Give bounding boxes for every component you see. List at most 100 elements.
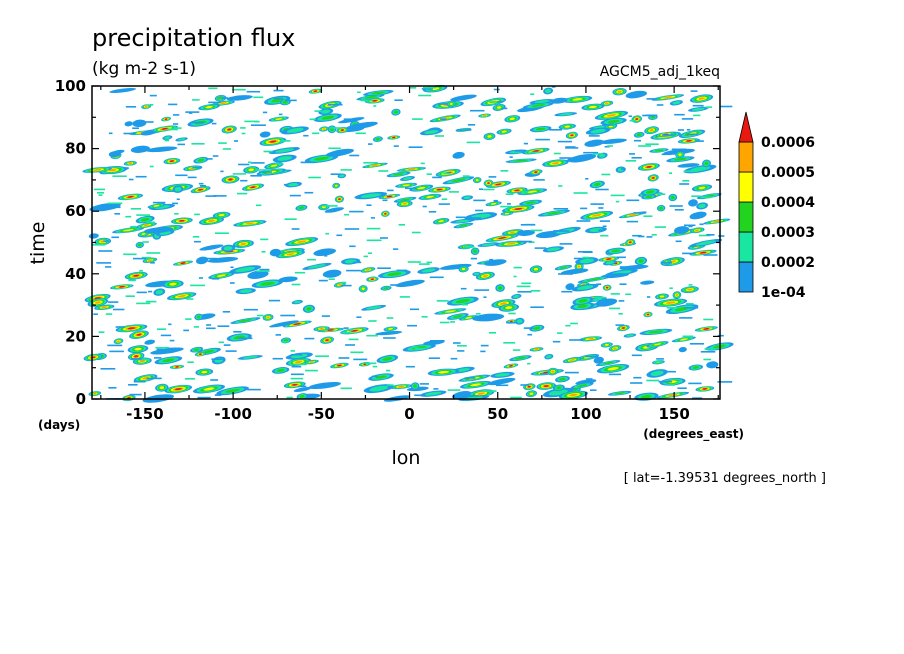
precip-contour [482, 274, 489, 278]
precip-speck [278, 113, 283, 116]
precip-contour [321, 115, 335, 120]
precip-speck [520, 384, 530, 386]
precip-cell [442, 176, 475, 185]
precip-contour [487, 182, 490, 184]
precip-cell [391, 108, 401, 116]
precip-speck [448, 191, 459, 193]
precip-contour [298, 206, 305, 210]
precip-cell [598, 256, 620, 262]
precip-cell [554, 264, 573, 271]
precip-speck [173, 114, 180, 116]
precip-speck [346, 269, 361, 272]
precip-cell [142, 257, 158, 263]
precip-cell [161, 116, 172, 122]
precip-contour [322, 269, 342, 278]
precip-speck [98, 331, 105, 333]
precip-speck [411, 346, 418, 348]
precip-cell [112, 226, 145, 234]
precip-contour [533, 326, 541, 330]
precip-contour [361, 287, 365, 291]
precip-contour [608, 125, 613, 128]
precip-speck [348, 338, 359, 341]
precip-contour [527, 385, 531, 388]
precip-speck [273, 89, 284, 92]
precip-cell [607, 390, 632, 396]
precip-cell [418, 193, 442, 200]
plot-area [82, 84, 734, 403]
precip-speck [294, 271, 306, 274]
precip-contour [334, 184, 338, 187]
precip-cell [296, 393, 308, 400]
precip-contour [179, 219, 185, 222]
precip-cell [117, 193, 144, 201]
precip-speck [230, 266, 234, 269]
precip-speck [700, 351, 716, 353]
precip-cell [450, 94, 477, 102]
precip-cell [608, 345, 622, 352]
precip-contour [650, 370, 664, 377]
precip-speck [464, 377, 476, 379]
precip-contour [270, 164, 278, 167]
precip-speck [682, 180, 690, 182]
precip-contour [614, 392, 625, 395]
precip-speck [185, 111, 200, 113]
precip-contour [586, 277, 602, 282]
y-tick-label: 40 [65, 265, 86, 283]
precip-contour [472, 313, 505, 322]
precip-cell [216, 386, 249, 396]
precip-speck [516, 285, 531, 288]
precip-cell [485, 201, 502, 207]
precip-contour [145, 146, 178, 153]
precip-speck [149, 104, 154, 106]
precip-contour [375, 330, 403, 336]
precip-cell [338, 117, 365, 124]
precip-cell [669, 100, 683, 106]
precip-speck [377, 267, 391, 269]
precip-speck [535, 138, 550, 141]
precip-cell [360, 267, 376, 273]
precip-contour [417, 186, 426, 190]
precip-speck [222, 311, 231, 313]
precip-contour [692, 107, 705, 111]
precip-contour [242, 355, 258, 359]
precip-speck [167, 128, 178, 131]
precip-speck [366, 239, 382, 242]
precip-speck [273, 97, 284, 100]
precip-cell [654, 298, 688, 307]
precip-cell [519, 199, 543, 206]
precip-cell [644, 126, 659, 135]
precip-cell [594, 110, 629, 120]
precip-contour [545, 88, 552, 94]
precip-speck [223, 344, 231, 346]
precip-speck [488, 332, 496, 334]
precip-cell [536, 382, 556, 390]
precip-speck [518, 230, 534, 233]
precip-contour [498, 236, 507, 240]
colorbar-label: 0.0002 [761, 255, 815, 271]
precip-contour [625, 90, 647, 99]
precip-cell [509, 355, 532, 362]
precip-cell [688, 364, 704, 371]
precip-contour [169, 282, 177, 286]
precip-speck [222, 148, 232, 150]
precip-contour [139, 360, 145, 363]
precip-speck [103, 240, 109, 242]
precip-speck [187, 361, 194, 363]
precip-contour [527, 190, 538, 193]
precip-contour [386, 195, 393, 198]
precip-speck [569, 339, 584, 341]
precip-speck [183, 329, 189, 332]
precip-speck [156, 328, 166, 330]
precip-contour [205, 105, 213, 109]
precip-speck [240, 127, 246, 129]
precip-contour [606, 258, 612, 260]
precip-speck [684, 224, 696, 227]
precip-cell [198, 216, 225, 226]
precip-speck [429, 276, 444, 279]
precip-cell [247, 270, 269, 279]
precip-contour [686, 140, 692, 142]
precip-cell [318, 108, 334, 115]
precip-speck [407, 324, 417, 327]
precip-speck [152, 201, 166, 204]
precip-contour [635, 118, 639, 121]
